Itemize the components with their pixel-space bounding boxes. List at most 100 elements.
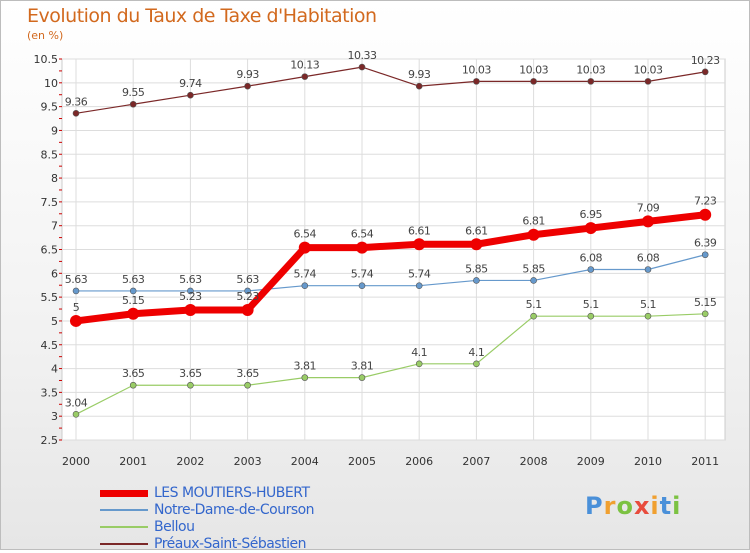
data-point [358,63,366,71]
data-label: 6.61 [408,224,431,237]
data-point [587,266,595,273]
data-label: 3.65 [122,367,145,380]
data-point [241,303,254,316]
y-tick-label: 3.5 [41,386,59,399]
y-tick-label: 5 [51,315,58,328]
y-tick-label: 8 [51,172,58,185]
data-point [129,287,137,295]
data-point [530,78,537,85]
y-tick-label: 6 [51,267,58,280]
x-tick-label: 2008 [520,455,548,468]
data-label: 5.63 [122,273,145,286]
data-point [127,307,140,320]
data-point [244,82,251,90]
data-label: 6.08 [580,252,603,265]
series-line [72,211,709,325]
legend-label: Bellou [154,519,195,535]
data-label: 5.23 [236,290,259,303]
data-point [301,374,309,381]
data-label: 5.85 [465,262,488,275]
data-label: 4.1 [411,346,427,359]
chart-title: Evolution du Taux de Taxe d'Habitation [27,5,377,27]
data-point [530,312,537,320]
x-tick-label: 2004 [291,455,319,468]
data-label: 6.39 [694,237,717,250]
data-label: 5.1 [526,298,542,311]
series-line [75,254,706,292]
series-line [75,313,706,415]
data-point [413,238,426,251]
data-point [473,78,480,85]
data-point [187,287,194,295]
data-label: 5.63 [236,273,259,286]
data-label: 10.13 [290,59,319,72]
data-point [358,374,366,381]
data-label: 10.03 [576,63,605,76]
y-tick-label: 2.5 [41,434,59,447]
legend-swatch [100,509,148,511]
data-label: 5.1 [640,298,656,311]
data-label: 3.81 [294,360,317,373]
data-label: 6.81 [522,215,545,228]
x-tick-label: 2011 [691,455,719,468]
legend-item: Préaux-Saint-Sébastien [100,536,360,553]
y-tick-label: 9.5 [41,101,59,114]
data-point [356,241,368,254]
data-label: 5.63 [65,273,88,286]
data-point [301,73,309,80]
data-label: 5.15 [122,294,145,307]
data-label: 6.95 [580,208,603,221]
data-label: 7.09 [637,201,660,214]
data-label: 3.81 [351,360,374,373]
data-point [298,241,311,254]
data-point [644,78,652,85]
legend-swatch [100,489,148,497]
data-point [129,381,137,389]
chart-legend: LES MOUTIERS-HUBERT Notre-Dame-de-Courson… [100,485,360,553]
data-label: 9.55 [122,86,145,99]
data-point [644,266,652,273]
legend-label: Notre-Dame-de-Courson [154,502,315,518]
legend-swatch [100,543,148,545]
data-point [587,312,595,320]
y-tick-label: 8.5 [41,148,59,161]
data-label: 10.03 [462,63,491,76]
data-label: 10.03 [519,63,548,76]
y-tick-label: 5.5 [41,291,59,304]
data-point [244,287,251,295]
data-label: 10.03 [634,63,663,76]
data-point [699,208,712,221]
chart-subtitle: (en %) [27,29,64,42]
data-label: 6.54 [351,228,374,241]
data-label: 5.1 [583,298,599,311]
data-label: 5.74 [351,268,374,281]
legend-item: LES MOUTIERS-HUBERT [100,485,360,502]
data-point [415,282,423,289]
data-label: 9.93 [236,68,259,81]
data-label: 9.93 [408,68,431,81]
x-tick-label: 2006 [405,455,433,468]
y-tick-label: 7.5 [41,196,59,209]
data-point [470,238,483,251]
data-label: 5.63 [179,273,202,286]
data-point [72,109,80,117]
x-tick-label: 2002 [176,455,204,468]
x-tick-label: 2000 [62,455,90,468]
x-tick-label: 2003 [234,455,262,468]
data-label: 3.65 [236,367,259,380]
data-label: 5.85 [522,262,545,275]
data-point [587,78,595,85]
data-label: 10.23 [691,54,720,67]
data-label: 3.65 [179,367,202,380]
x-tick-label: 2007 [462,455,490,468]
data-label: 4.1 [468,346,484,359]
data-label: 6.08 [637,252,660,265]
data-point [473,277,480,284]
data-point [701,310,709,318]
data-label: 7.23 [694,195,717,208]
data-label: 9.36 [65,95,88,108]
data-point [187,381,194,389]
y-tick-label: 6.5 [41,244,59,257]
data-label: 5.23 [179,290,202,303]
